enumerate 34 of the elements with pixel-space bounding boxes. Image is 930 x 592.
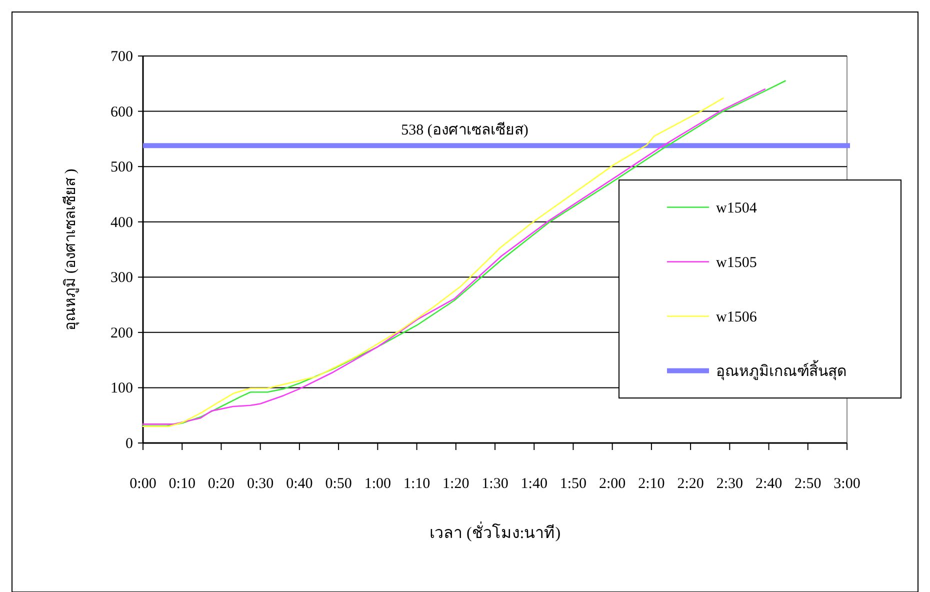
y-tick-label: 0 bbox=[126, 436, 133, 452]
x-tick-label: 2:50 bbox=[794, 476, 822, 492]
x-tick-label: 1:00 bbox=[364, 476, 392, 492]
x-tick-label: 2:40 bbox=[755, 476, 782, 492]
x-tick-label: 2:00 bbox=[598, 476, 626, 492]
x-axis-title: เวลา (ชั่วโมง:นาที) bbox=[429, 521, 561, 542]
y-tick-label: 400 bbox=[110, 214, 133, 231]
x-tick-label: 0:40 bbox=[286, 476, 313, 492]
legend-label: w1504 bbox=[716, 200, 758, 216]
x-tick-label: 2:10 bbox=[638, 476, 665, 492]
annotation: 538 (องศาเซลเซียส) bbox=[401, 122, 528, 139]
x-tick-label: 1:10 bbox=[403, 476, 430, 492]
x-tick-label: 0:50 bbox=[325, 476, 352, 492]
y-tick-label: 300 bbox=[110, 270, 133, 286]
y-tick-label: 200 bbox=[110, 325, 133, 342]
legend-label: w1506 bbox=[716, 309, 758, 326]
x-tick-label: 1:50 bbox=[560, 476, 587, 492]
x-tick-label: 1:20 bbox=[442, 476, 470, 492]
x-tick-label: 0:10 bbox=[168, 476, 196, 492]
y-tick-label: 500 bbox=[110, 160, 133, 176]
legend-label: อุณหภูมิเกณฑ์สิ้นสุด bbox=[716, 360, 847, 381]
x-tick-label: 1:30 bbox=[482, 476, 508, 492]
y-tick-label: 700 bbox=[110, 49, 133, 65]
x-tick-label: 0:20 bbox=[208, 476, 235, 492]
x-tick-label: 1:40 bbox=[520, 476, 548, 492]
x-tick-label: 3:00 bbox=[834, 476, 860, 492]
x-tick-label: 2:20 bbox=[677, 476, 704, 492]
x-tick-label: 2:30 bbox=[716, 476, 744, 492]
x-tick-label: 0:00 bbox=[130, 476, 156, 492]
y-axis-title: อุณหภูมิ (องศาเซลเซียส ) bbox=[62, 168, 80, 330]
y-tick-label: 600 bbox=[110, 104, 133, 120]
legend-label: w1505 bbox=[716, 254, 757, 271]
x-tick-label: 0:30 bbox=[246, 476, 274, 492]
y-tick-label: 100 bbox=[110, 380, 133, 397]
